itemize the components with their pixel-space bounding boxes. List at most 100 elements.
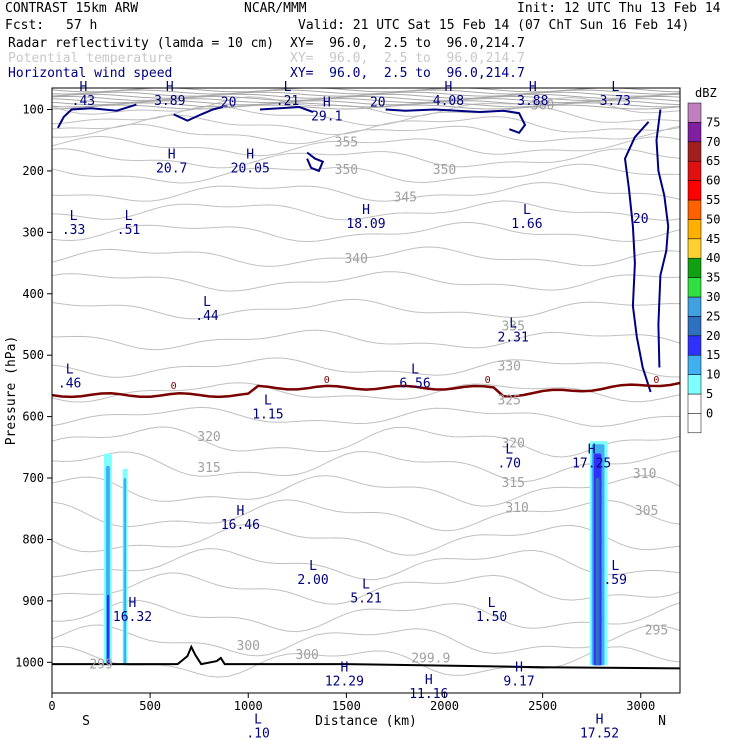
extremum-value: .51 (117, 223, 140, 238)
theta-label: 295 (645, 624, 668, 639)
extremum-kind: H (596, 713, 604, 728)
wind-contour-20 (385, 108, 527, 134)
wind-contour-20 (259, 105, 314, 113)
colorbar-swatch (687, 277, 702, 298)
axis-end-left: S (82, 714, 90, 729)
init-time: Init: 12 UTC Thu 13 Feb 14 (517, 1, 721, 16)
extremum-value: 11.16 (409, 687, 448, 702)
wind-contour-20 (655, 109, 670, 368)
theta-contour-line (52, 89, 680, 95)
extremum-kind: L (125, 209, 133, 224)
theta-contour-line (52, 298, 680, 320)
fcst-label: Fcst: (5, 18, 45, 33)
theta-label: 355 (335, 135, 358, 150)
theta-contour-line (52, 104, 680, 110)
theta-contour-line (52, 357, 680, 378)
extremum-value: 1.15 (252, 407, 283, 422)
contour-labels: 360 355 350 350 345 340 335 330 325 320 320 315 315 3… (58, 80, 668, 740)
theta-contour-line (52, 523, 680, 556)
wind-contour-20 (623, 121, 652, 393)
colorbar-level-label: 40 (706, 251, 720, 265)
theta-contour-line (52, 163, 680, 184)
extremum-kind: L (611, 559, 619, 574)
colorbar-swatch (687, 199, 702, 220)
radar-echoes (104, 441, 608, 666)
valid-time: Valid: 21 UTC Sat 15 Feb 14 (07 ChT Sun … (298, 18, 690, 33)
field-theta-xy: XY= 96.0, 2.5 to 96.0,214.7 (290, 51, 525, 66)
theta-contour-line (52, 123, 680, 145)
wind-contour-20 (306, 151, 325, 173)
zero-contour (52, 381, 680, 399)
colorbar-swatch (687, 180, 702, 201)
wind-contour-20 (57, 103, 137, 129)
colorbar-swatch (687, 219, 702, 240)
extremum-kind: H (246, 148, 254, 163)
field-theta-name: Potential temperature (8, 51, 173, 66)
extremum-value: 2.31 (498, 331, 529, 346)
extremum-value: 12.29 (325, 675, 364, 690)
theta-contour-line (52, 148, 680, 169)
theta-label: 345 (394, 191, 417, 206)
extremum-kind: H (340, 661, 348, 676)
y-tick-label: 600 (22, 410, 44, 424)
x-axis-label: Distance (km) (315, 714, 417, 729)
extremum-kind: L (505, 442, 513, 457)
theta-contour-line (52, 624, 680, 657)
theta-contours (52, 88, 680, 678)
theta-contour-line (52, 181, 680, 202)
axis-end-right: N (658, 714, 666, 729)
theta-contour-line (52, 200, 680, 221)
colorbar-swatch (687, 238, 702, 259)
colorbar-swatch (687, 160, 702, 181)
colorbar-level-label: 65 (706, 154, 720, 168)
theta-contour-line (52, 572, 680, 605)
theta-contour-line (52, 450, 680, 483)
colorbar-title: dBZ (695, 86, 717, 100)
ground-line (52, 644, 680, 670)
colorbar-swatch (687, 413, 702, 434)
colorbar-swatch (687, 374, 702, 395)
extremum-value: 5.21 (350, 592, 381, 607)
colorbar-level-label: 10 (706, 368, 720, 382)
extremum-value: .10 (246, 727, 269, 740)
extremum-value: .70 (498, 456, 521, 471)
theta-label: 320 (501, 436, 524, 451)
colorbar-level-label: 50 (706, 212, 720, 226)
theta-contour-line (52, 135, 680, 157)
extremum-kind: H (588, 442, 596, 457)
colorbar-level-label: 0 (706, 406, 713, 420)
field-reflectivity-xy: XY= 96.0, 2.5 to 96.0,214.7 (290, 36, 525, 51)
fcst-value: 57 h (66, 18, 98, 33)
colorbar-level-label: 60 (706, 174, 720, 188)
extremum-value: 3.73 (600, 94, 631, 109)
extremum-kind: L (523, 203, 531, 218)
theta-label: 310 (505, 501, 528, 516)
theta-label: 299.9 (411, 651, 450, 666)
zero-label: 0 (171, 381, 177, 392)
extremum-value: 1.50 (476, 610, 507, 625)
theta-label: 350 (335, 163, 358, 178)
x-tick-label: 3000 (626, 699, 655, 713)
extremum-value: 16.46 (221, 518, 260, 533)
extremum-value: 9.17 (503, 675, 534, 690)
extremum-kind: L (254, 713, 262, 728)
colorbar-level-label: 35 (706, 271, 720, 285)
extremum-kind: H (236, 504, 244, 519)
theta-label: 335 (501, 320, 524, 335)
colorbar-level-label: 55 (706, 193, 720, 207)
field-wind-name: Horizontal wind speed (8, 66, 173, 81)
extremum-value: 17.25 (572, 456, 611, 471)
colorbar-level-label: 45 (706, 232, 720, 246)
colorbar-swatch (687, 335, 702, 356)
colorbar-swatch (687, 122, 702, 143)
theta-contour-line (52, 88, 680, 93)
theta-label: 360 (531, 98, 554, 113)
wind-contour-20 (173, 106, 223, 122)
wind-label: 20 (370, 95, 386, 110)
theta-label: 300 (295, 648, 318, 663)
y-tick-label: 300 (22, 225, 44, 239)
theta-label: 315 (501, 476, 524, 491)
radar-echo-mid (123, 478, 127, 666)
field-wind-xy: XY= 96.0, 2.5 to 96.0,214.7 (290, 66, 525, 81)
